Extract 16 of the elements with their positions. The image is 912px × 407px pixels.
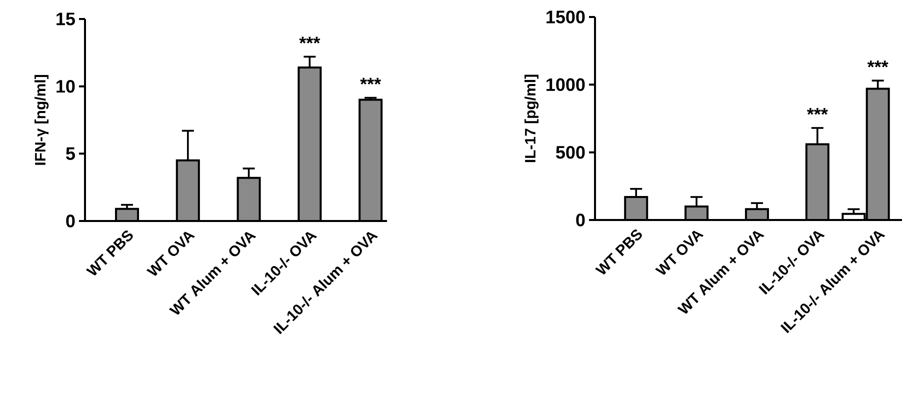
y-axis-title: IL-17 [pg/ml] [524, 74, 539, 162]
y-tick-label: 5 [66, 147, 75, 160]
annotation: *** [806, 108, 828, 115]
x-tick-label: WT OVA [146, 232, 196, 276]
annotation: *** [360, 78, 382, 85]
y-tick-label: 0 [66, 214, 75, 228]
y-tick-label: 10 [56, 80, 75, 93]
y-tick-label: 0 [576, 214, 585, 226]
x-tick-label: WT OVA [655, 230, 704, 275]
y-tick-label: 500 [556, 146, 585, 159]
y-axis-title: IFN-γ [ng/ml] [34, 75, 49, 165]
y-tick-label: 1500 [546, 10, 585, 24]
y-tick-label: 1000 [546, 78, 585, 92]
y-tick-label: 15 [56, 12, 75, 26]
annotation: *** [867, 60, 888, 68]
annotation: *** [299, 36, 320, 44]
